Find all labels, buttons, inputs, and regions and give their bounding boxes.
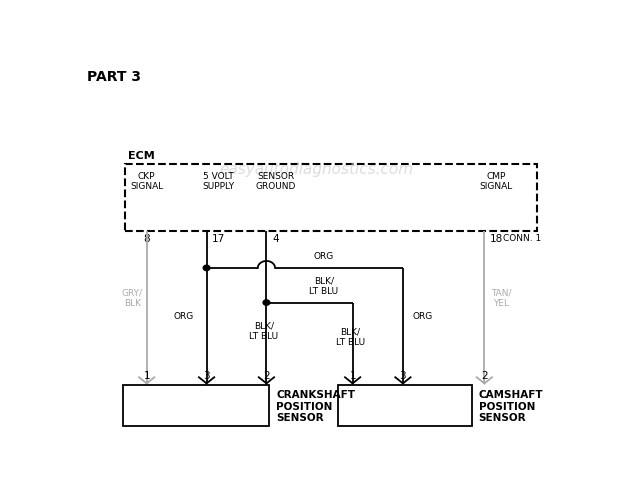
Text: SENSOR
GROUND: SENSOR GROUND xyxy=(256,172,296,191)
Text: PART 3: PART 3 xyxy=(87,70,141,84)
Bar xyxy=(123,386,269,426)
Circle shape xyxy=(203,265,210,270)
Text: CAMSHAFT
POSITION
SENSOR: CAMSHAFT POSITION SENSOR xyxy=(478,390,543,423)
Text: 1: 1 xyxy=(143,372,150,382)
Text: 3: 3 xyxy=(203,372,210,382)
Text: 5 VOLT
SUPPLY: 5 VOLT SUPPLY xyxy=(203,172,235,191)
Circle shape xyxy=(263,300,270,305)
Text: CMP
SIGNAL: CMP SIGNAL xyxy=(480,172,513,191)
Bar xyxy=(125,164,537,232)
Text: 18: 18 xyxy=(489,234,503,244)
Text: 17: 17 xyxy=(212,234,225,244)
Text: CONN. 1: CONN. 1 xyxy=(502,234,541,243)
Bar xyxy=(338,386,472,426)
Text: 4: 4 xyxy=(273,234,279,244)
Text: ECM: ECM xyxy=(127,151,154,161)
Text: 2: 2 xyxy=(481,372,488,382)
Text: 3: 3 xyxy=(400,372,406,382)
Text: TAN/
YEL: TAN/ YEL xyxy=(491,289,511,308)
Text: CKP
SIGNAL: CKP SIGNAL xyxy=(130,172,163,191)
Text: ORG: ORG xyxy=(413,312,433,320)
Text: easyautodiagnostics.com: easyautodiagnostics.com xyxy=(219,162,414,177)
Text: 1: 1 xyxy=(349,372,356,382)
Text: 8: 8 xyxy=(143,234,150,244)
Text: ORG: ORG xyxy=(174,312,193,320)
Text: 2: 2 xyxy=(263,372,269,382)
Text: GRY/
BLK: GRY/ BLK xyxy=(122,289,143,308)
Text: BLK/
LT BLU: BLK/ LT BLU xyxy=(336,328,365,347)
Text: BLK/
LT BLU: BLK/ LT BLU xyxy=(310,277,339,296)
Text: ORG: ORG xyxy=(314,252,334,261)
Text: BLK/
LT BLU: BLK/ LT BLU xyxy=(250,322,279,341)
Text: CRANKSHAFT
POSITION
SENSOR: CRANKSHAFT POSITION SENSOR xyxy=(276,390,355,423)
